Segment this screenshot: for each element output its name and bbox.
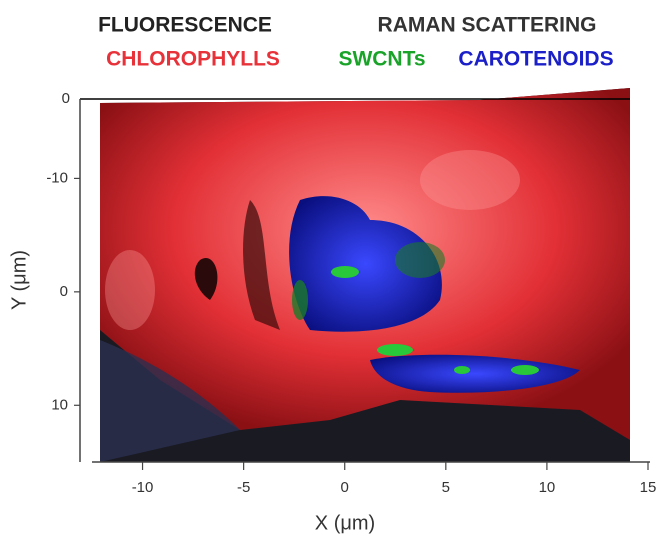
y-tick-label: -10 — [46, 169, 68, 186]
legend-entry: CHLOROPHYLLS — [106, 48, 280, 71]
group-title: FLUORESCENCE — [98, 14, 272, 37]
surface-render — [80, 88, 630, 462]
x-tick-label: 0 — [341, 479, 349, 496]
y-tick-label: 0 — [60, 283, 68, 300]
group-title: RAMAN SCATTERING — [378, 14, 597, 37]
axes — [79, 99, 650, 463]
y-axis-label: Y (μm) — [8, 250, 30, 310]
x-tick-label: -5 — [237, 479, 250, 496]
x-tick-label: 15 — [640, 479, 657, 496]
y-tick-label: 10 — [51, 396, 68, 413]
legend-entry: SWCNTs — [338, 48, 425, 71]
x-tick-label: 5 — [442, 479, 450, 496]
x-axis-label: X (μm) — [315, 512, 375, 534]
annotation: 0 — [62, 90, 70, 107]
x-tick-label: -10 — [132, 479, 154, 496]
x-tick-label: 10 — [539, 479, 556, 496]
legend-entry: CAROTENOIDS — [458, 48, 613, 71]
